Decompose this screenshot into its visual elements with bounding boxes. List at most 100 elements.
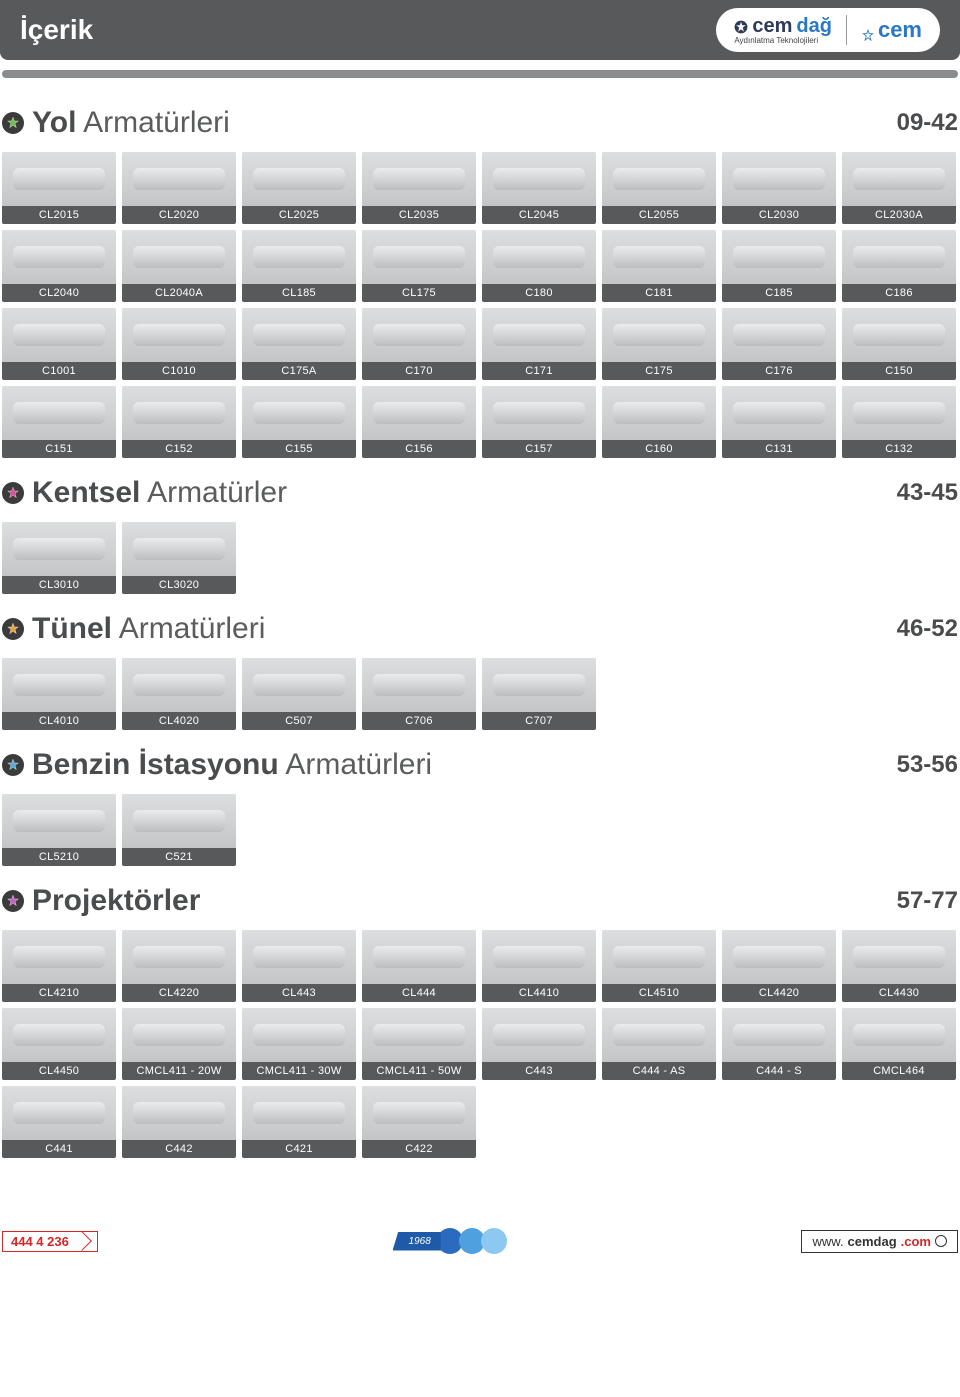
product-tile[interactable]: CL3020 bbox=[122, 522, 236, 594]
product-tile[interactable]: CL2030 bbox=[722, 152, 836, 224]
product-tile[interactable]: CL2035 bbox=[362, 152, 476, 224]
product-tile[interactable]: C157 bbox=[482, 386, 596, 458]
product-code: CL2045 bbox=[482, 206, 596, 224]
product-tile[interactable]: CL5210 bbox=[2, 794, 116, 866]
product-tile[interactable]: C160 bbox=[602, 386, 716, 458]
product-tile[interactable]: C441 bbox=[2, 1086, 116, 1158]
product-tile[interactable]: C521 bbox=[122, 794, 236, 866]
product-tile[interactable]: CL443 bbox=[242, 930, 356, 1002]
product-tile[interactable]: C150 bbox=[842, 308, 956, 380]
section-title: Projektörler bbox=[32, 884, 200, 918]
product-grid: CL5210 C521 bbox=[2, 794, 958, 866]
phone-number: 444 4 236 bbox=[11, 1234, 69, 1249]
product-tile[interactable]: CL2055 bbox=[602, 152, 716, 224]
product-tile[interactable]: C180 bbox=[482, 230, 596, 302]
product-thumbnail bbox=[842, 308, 956, 362]
product-tile[interactable]: CMCL411 - 30W bbox=[242, 1008, 356, 1080]
product-tile[interactable]: C444 - S bbox=[722, 1008, 836, 1080]
product-tile[interactable]: CL185 bbox=[242, 230, 356, 302]
footer-phone: 444 4 236 bbox=[2, 1231, 98, 1252]
product-tile[interactable]: C152 bbox=[122, 386, 236, 458]
product-tile[interactable]: C444 - AS bbox=[602, 1008, 716, 1080]
product-tile[interactable]: C170 bbox=[362, 308, 476, 380]
product-tile[interactable]: C507 bbox=[242, 658, 356, 730]
product-tile[interactable]: C186 bbox=[842, 230, 956, 302]
product-tile[interactable]: CL175 bbox=[362, 230, 476, 302]
product-thumbnail bbox=[362, 930, 476, 984]
product-tile[interactable]: CL4420 bbox=[722, 930, 836, 1002]
product-thumbnail bbox=[122, 522, 236, 576]
star-icon bbox=[861, 23, 875, 37]
product-grid: CL3010CL3020 bbox=[2, 522, 958, 594]
product-tile[interactable]: C1010 bbox=[122, 308, 236, 380]
product-thumbnail bbox=[362, 308, 476, 362]
product-tile[interactable]: C422 bbox=[362, 1086, 476, 1158]
product-tile[interactable]: CL4020 bbox=[122, 658, 236, 730]
product-tile[interactable]: C706 bbox=[362, 658, 476, 730]
product-tile[interactable]: CL4430 bbox=[842, 930, 956, 1002]
product-tile[interactable]: C155 bbox=[242, 386, 356, 458]
product-tile[interactable]: CL4450 bbox=[2, 1008, 116, 1080]
product-code: C155 bbox=[242, 440, 356, 458]
product-code: C156 bbox=[362, 440, 476, 458]
product-tile[interactable]: C131 bbox=[722, 386, 836, 458]
product-code: C176 bbox=[722, 362, 836, 380]
product-tile[interactable]: CL2025 bbox=[242, 152, 356, 224]
product-tile[interactable]: CL3010 bbox=[2, 522, 116, 594]
product-tile[interactable]: CL4510 bbox=[602, 930, 716, 1002]
product-tile[interactable]: C421 bbox=[242, 1086, 356, 1158]
product-tile[interactable]: CMCL464 bbox=[842, 1008, 956, 1080]
product-code: C444 - AS bbox=[602, 1062, 716, 1080]
product-thumbnail bbox=[842, 386, 956, 440]
product-tile[interactable]: CL444 bbox=[362, 930, 476, 1002]
section-title-rest: Armatürleri bbox=[119, 612, 266, 645]
product-tile[interactable]: CL2040A bbox=[122, 230, 236, 302]
product-code: CL5210 bbox=[2, 848, 116, 866]
product-code: C186 bbox=[842, 284, 956, 302]
product-thumbnail bbox=[602, 1008, 716, 1062]
product-tile[interactable]: C171 bbox=[482, 308, 596, 380]
product-thumbnail bbox=[242, 386, 356, 440]
product-tile[interactable]: CL2015 bbox=[2, 152, 116, 224]
section-title-bold: Projektörler bbox=[32, 884, 200, 917]
product-code: C157 bbox=[482, 440, 596, 458]
product-code: CMCL411 - 50W bbox=[362, 1062, 476, 1080]
product-tile[interactable]: C176 bbox=[722, 308, 836, 380]
logo-separator bbox=[846, 15, 847, 45]
product-tile[interactable]: CL4220 bbox=[122, 930, 236, 1002]
product-tile[interactable]: CMCL411 - 50W bbox=[362, 1008, 476, 1080]
product-tile[interactable]: CL4410 bbox=[482, 930, 596, 1002]
product-tile[interactable]: CL4010 bbox=[2, 658, 116, 730]
product-thumbnail bbox=[242, 930, 356, 984]
product-code: CL2025 bbox=[242, 206, 356, 224]
product-code: C444 - S bbox=[722, 1062, 836, 1080]
product-tile[interactable]: CL4210 bbox=[2, 930, 116, 1002]
product-tile[interactable]: C151 bbox=[2, 386, 116, 458]
product-tile[interactable]: C132 bbox=[842, 386, 956, 458]
product-tile[interactable]: C443 bbox=[482, 1008, 596, 1080]
product-tile[interactable]: C707 bbox=[482, 658, 596, 730]
product-tile[interactable]: C156 bbox=[362, 386, 476, 458]
product-tile[interactable]: CMCL411 - 20W bbox=[122, 1008, 236, 1080]
product-code: C422 bbox=[362, 1140, 476, 1158]
product-code: CL2055 bbox=[602, 206, 716, 224]
product-code: C175 bbox=[602, 362, 716, 380]
product-tile[interactable]: C175 bbox=[602, 308, 716, 380]
star-icon bbox=[734, 20, 748, 34]
product-code: C706 bbox=[362, 712, 476, 730]
product-tile[interactable]: C185 bbox=[722, 230, 836, 302]
section-title-bold: Yol bbox=[32, 106, 76, 139]
phone-icon bbox=[72, 1231, 92, 1251]
product-tile[interactable]: C442 bbox=[122, 1086, 236, 1158]
product-tile[interactable]: CL2045 bbox=[482, 152, 596, 224]
product-tile[interactable]: C175A bbox=[242, 308, 356, 380]
product-thumbnail bbox=[122, 230, 236, 284]
product-tile[interactable]: C1001 bbox=[2, 308, 116, 380]
product-tile[interactable]: CL2030A bbox=[842, 152, 956, 224]
product-tile[interactable]: C181 bbox=[602, 230, 716, 302]
product-thumbnail bbox=[482, 386, 596, 440]
product-tile[interactable]: CL2040 bbox=[2, 230, 116, 302]
product-tile[interactable]: CL2020 bbox=[122, 152, 236, 224]
section-title-rest: Armatürler bbox=[147, 476, 287, 509]
product-thumbnail bbox=[122, 386, 236, 440]
